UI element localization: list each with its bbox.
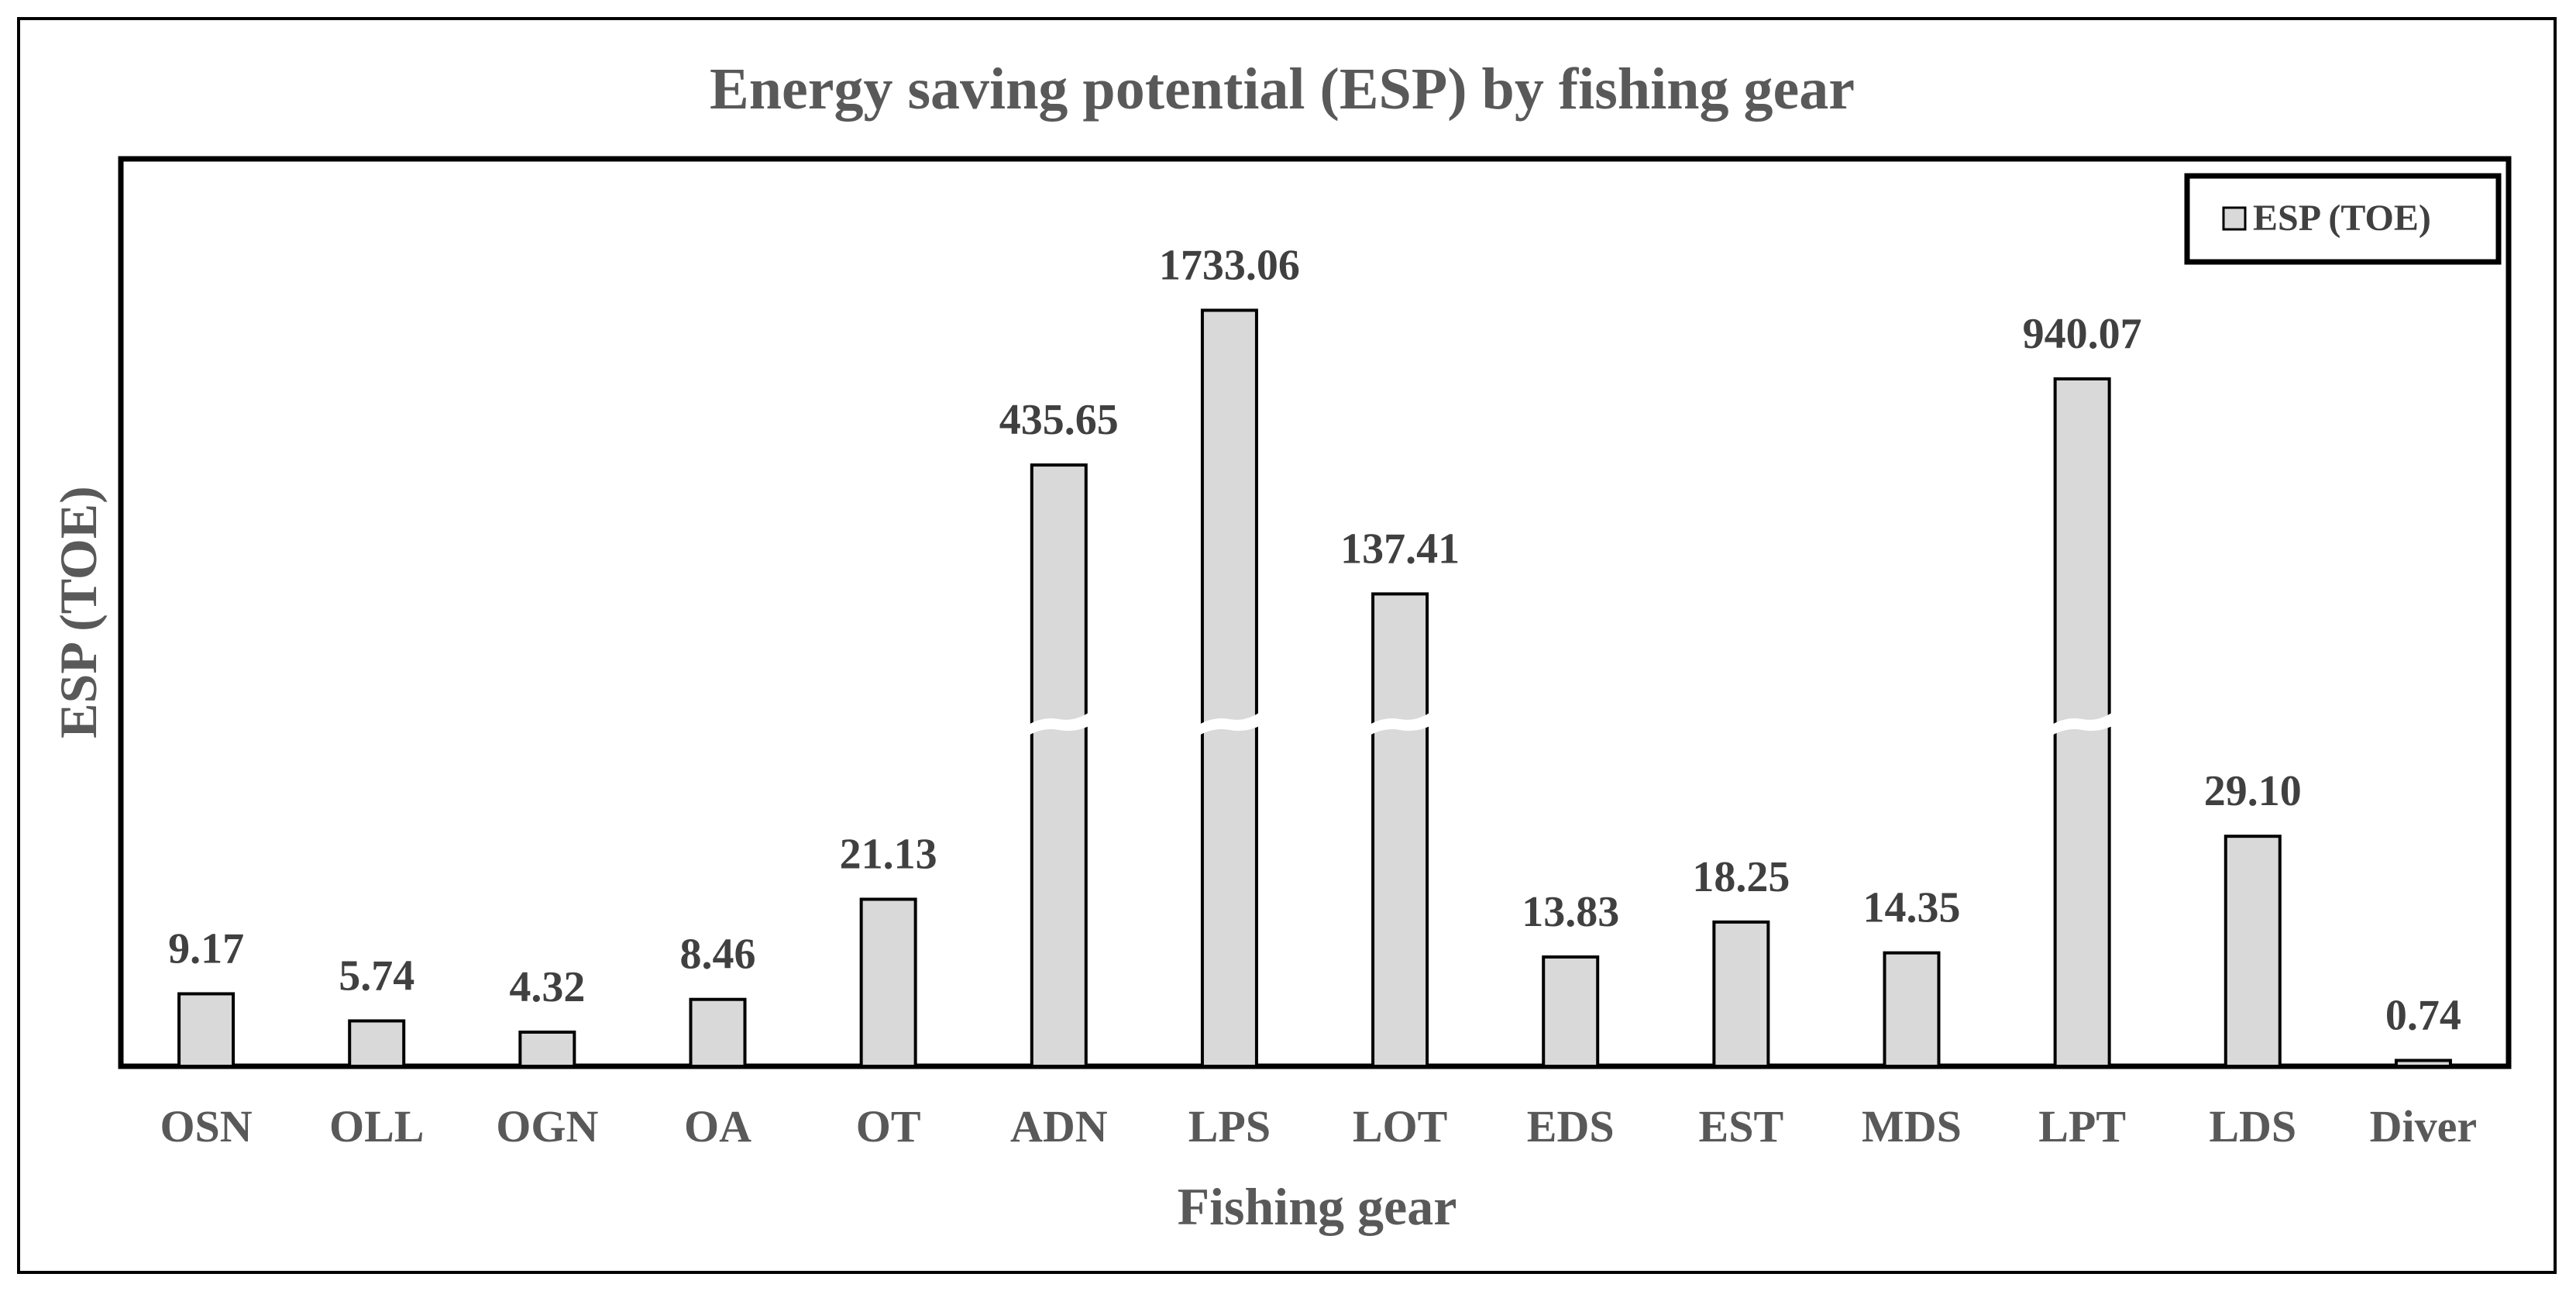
data-label-adn: 435.65 (999, 396, 1119, 444)
x-tick-label-ot: OT (856, 1101, 921, 1152)
data-labels-group: 9.17 5.74 4.32 8.46 21.13 435.65 1733.06 137.41… (168, 241, 2461, 1039)
data-label-oll: 5.74 (339, 952, 414, 1000)
bar-eds (1542, 955, 1600, 1068)
bar-mds (1883, 951, 1941, 1068)
bar-ot (859, 897, 917, 1068)
data-label-ogn: 4.32 (509, 963, 585, 1011)
data-label-lot: 137.41 (1340, 525, 1460, 573)
x-tick-label-lot: LOT (1353, 1101, 1448, 1152)
bar-lot (1371, 592, 1429, 1068)
data-label-lds: 29.10 (2204, 767, 2302, 815)
bar-lps (1200, 308, 1258, 1068)
axis-break-marks (1027, 711, 2114, 736)
bar-diver (2394, 1059, 2452, 1069)
x-tick-label-osn: OSN (160, 1101, 252, 1152)
x-tick-label-ogn: OGN (496, 1101, 598, 1152)
plot-area (118, 156, 2512, 1069)
bar-osn (177, 992, 236, 1068)
x-tick-label-adn: ADN (1010, 1101, 1108, 1152)
legend-label: ESP (TOE) (2253, 198, 2431, 239)
bar-ogn (518, 1030, 576, 1069)
x-tick-label-lps: LPS (1188, 1101, 1271, 1152)
data-label-eds: 13.83 (1522, 888, 1619, 936)
y-axis-title: ESP (TOE) (49, 486, 108, 738)
data-label-ot: 21.13 (840, 830, 937, 878)
break-mark-lpt (2050, 711, 2114, 736)
bar-oa (689, 997, 747, 1069)
x-tick-label-mds: MDS (1862, 1101, 1962, 1152)
break-mark-lot (1368, 711, 1432, 736)
chart-title: Energy saving potential (ESP) by fishing… (710, 57, 1855, 122)
break-mark-adn (1027, 711, 1091, 736)
x-tick-label-diver: Diver (2370, 1101, 2478, 1152)
legend: ESP (TOE) (2184, 173, 2502, 265)
x-tick-label-oll: OLL (329, 1101, 425, 1152)
legend-swatch (2222, 206, 2247, 231)
x-tick-label-oa: OA (684, 1101, 751, 1152)
bar-adn (1030, 463, 1088, 1068)
break-mark-lps (1197, 711, 1261, 736)
x-tick-labels-group: OSN OLL OGN OA OT ADN LPS LOT EDS EST MDS LPT LDS Div… (160, 1101, 2477, 1152)
x-tick-label-lpt: LPT (2038, 1101, 2126, 1152)
x-tick-label-lds: LDS (2209, 1101, 2296, 1152)
data-label-diver: 0.74 (2385, 991, 2461, 1039)
data-label-est: 18.25 (1692, 853, 1790, 901)
data-label-mds: 14.35 (1863, 884, 1961, 932)
data-label-lpt: 940.07 (2023, 310, 2142, 358)
x-axis-title: Fishing gear (1178, 1177, 1457, 1236)
data-label-lps: 1733.06 (1159, 241, 1300, 289)
data-label-osn: 9.17 (168, 924, 244, 973)
bar-oll (348, 1019, 406, 1069)
data-label-oa: 8.46 (680, 931, 756, 979)
bars-group (177, 308, 2452, 1069)
bar-est (1712, 920, 1770, 1068)
x-tick-label-eds: EDS (1527, 1101, 1615, 1152)
x-tick-label-est: EST (1699, 1101, 1784, 1152)
bar-lds (2223, 835, 2282, 1069)
